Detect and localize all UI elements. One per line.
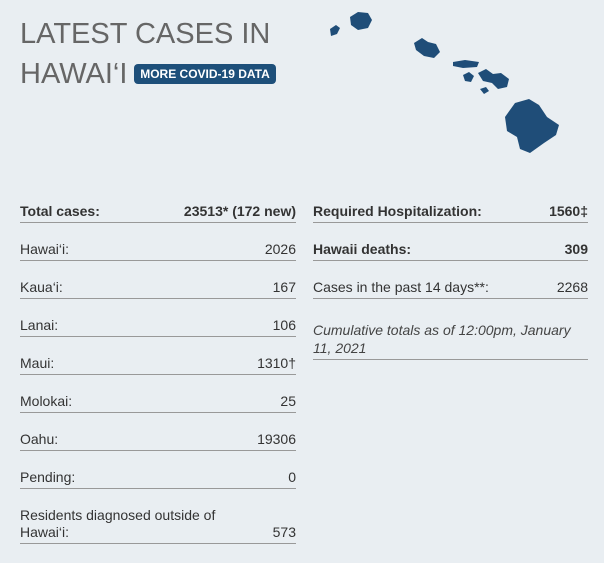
row-label: Kaua‘i: [20, 279, 63, 295]
row-label: Residents diagnosed outside of Hawai‘i: [20, 507, 216, 540]
hawaii-map [330, 12, 559, 153]
table-row: Pending: 0 [20, 469, 296, 489]
row-label: Hawaii deaths: [313, 241, 412, 257]
row-value: 25 [280, 393, 296, 409]
table-row: Oahu: 19306 [20, 431, 296, 451]
note: Cumulative totals as of 12:00pm, January… [313, 299, 588, 360]
row-value: 0 [288, 469, 296, 485]
more-data-button[interactable]: MORE COVID-19 DATA [134, 64, 276, 84]
row-label: Lanai: [20, 317, 59, 333]
row-label: Required Hospitalization: [313, 203, 482, 219]
table-row: Maui: 1310† [20, 355, 296, 375]
row-label: Hawai‘i: [20, 241, 70, 257]
row-value: 2268 [556, 279, 588, 295]
table-row: Hawai‘i: 2026 [20, 241, 296, 261]
table-row: Required Hospitalization: 1560‡ [313, 203, 588, 223]
row-value: 309 [564, 241, 588, 257]
row-label: Molokai: [20, 393, 73, 409]
row-value: 573 [272, 524, 296, 540]
table-row: Hawaii deaths: 309 [313, 241, 588, 261]
row-value: 23513* (172 new) [183, 203, 296, 219]
table-row: Total cases: 23513* (172 new) [20, 203, 296, 223]
row-value: 2026 [264, 241, 296, 257]
row-label: Maui: [20, 355, 55, 371]
row-label: Pending: [20, 469, 76, 485]
left-table: Total cases: 23513* (172 new) Hawai‘i: 2026… [20, 200, 296, 544]
row-value: 1310† [257, 355, 296, 371]
row-value: 167 [272, 279, 296, 295]
right-table: Required Hospitalization: 1560‡ Hawaii dea… [313, 200, 588, 360]
row-label: Oahu: [20, 431, 59, 447]
table-row: Kaua‘i: 167 [20, 279, 296, 299]
table-row: Cases in the past 14 days**: 2268 [313, 279, 588, 299]
table-row: Molokai: 25 [20, 393, 296, 413]
row-label: Cases in the past 14 days**: [313, 279, 489, 295]
title: LATEST CASES IN HAWAI‘I [20, 18, 271, 90]
table-row: Lanai: 106 [20, 317, 296, 337]
table-row: Residents diagnosed outside of Hawai‘i: 5… [20, 507, 296, 544]
row-value: 106 [272, 317, 296, 333]
row-label: Total cases: [20, 203, 100, 219]
row-value: 19306 [257, 431, 296, 447]
row-value: 1560‡ [549, 203, 588, 219]
